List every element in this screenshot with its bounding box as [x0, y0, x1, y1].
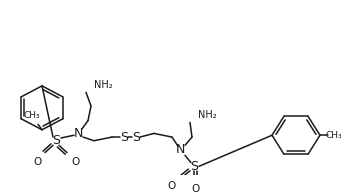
Text: O: O: [191, 184, 199, 192]
Text: CH₃: CH₃: [326, 131, 342, 140]
Text: NH₂: NH₂: [94, 80, 113, 90]
Text: N: N: [73, 127, 83, 140]
Text: O: O: [168, 180, 176, 190]
Text: S: S: [190, 160, 198, 173]
Text: S: S: [52, 134, 60, 147]
Text: N: N: [175, 143, 185, 156]
Text: O: O: [34, 157, 42, 167]
Text: CH₃: CH₃: [24, 111, 40, 120]
Text: O: O: [72, 157, 80, 167]
Text: NH₂: NH₂: [198, 110, 217, 120]
Text: S: S: [120, 131, 128, 144]
Text: S: S: [132, 131, 140, 144]
